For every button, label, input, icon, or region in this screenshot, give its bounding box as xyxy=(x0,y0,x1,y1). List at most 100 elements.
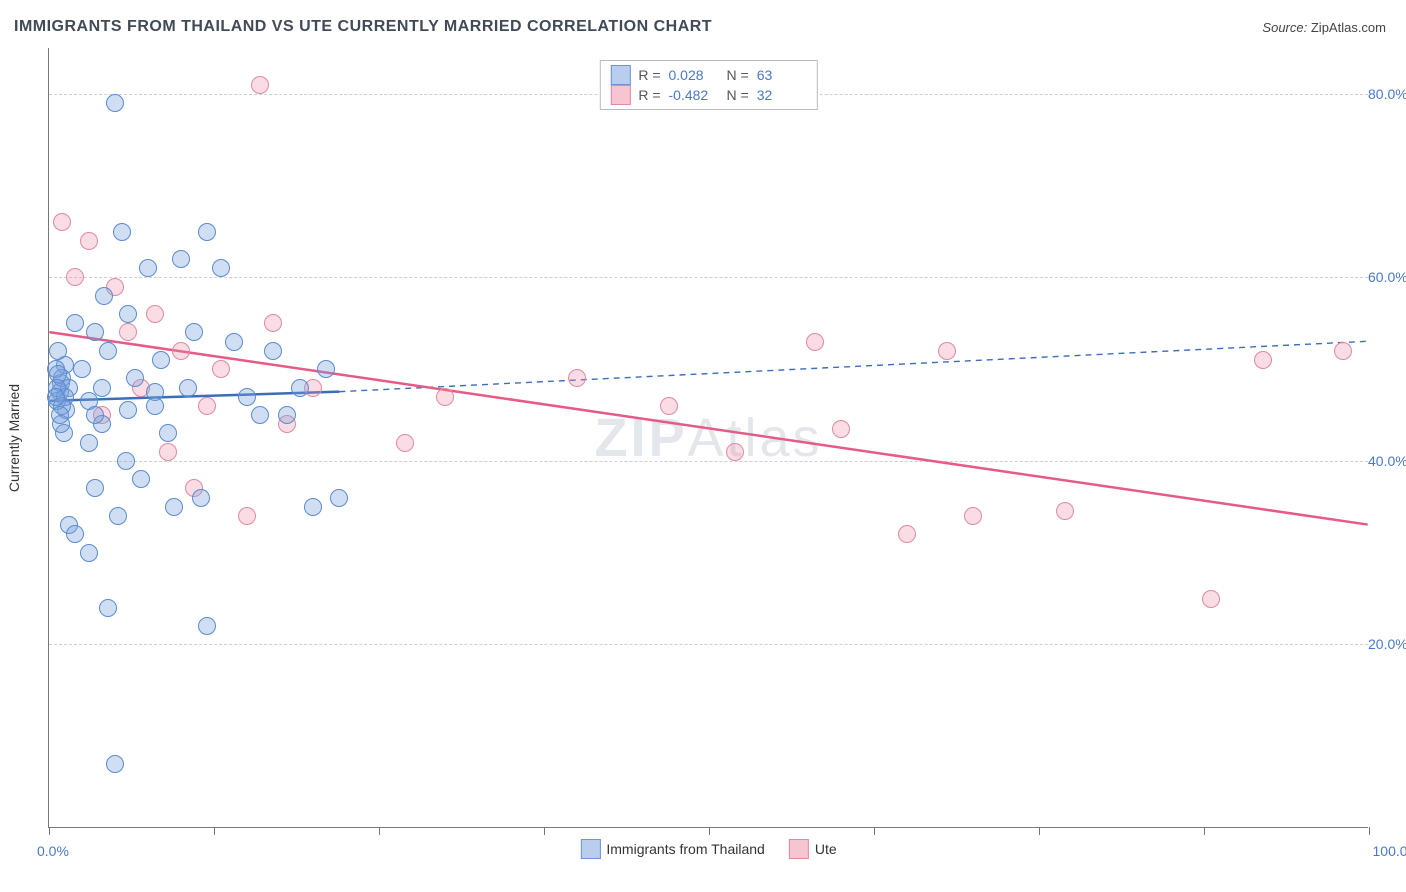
correlation-legend: R = 0.028 N = 63 R = -0.482 N = 32 xyxy=(599,60,817,110)
y-tick-label: 60.0% xyxy=(1368,269,1406,285)
data-point xyxy=(172,250,190,268)
data-point xyxy=(80,544,98,562)
data-point xyxy=(198,223,216,241)
n-label: N = xyxy=(727,87,749,103)
x-axis-min-label: 0.0% xyxy=(37,843,69,859)
series2-n-value: 32 xyxy=(757,87,807,103)
data-point xyxy=(1202,590,1220,608)
x-tick xyxy=(49,827,50,835)
legend-item: Immigrants from Thailand xyxy=(580,839,764,859)
data-point xyxy=(146,305,164,323)
data-point xyxy=(832,420,850,438)
chart-title: IMMIGRANTS FROM THAILAND VS UTE CURRENTL… xyxy=(14,18,712,36)
series1-name: Immigrants from Thailand xyxy=(606,841,764,857)
data-point xyxy=(330,489,348,507)
data-point xyxy=(278,406,296,424)
scatter-plot: Currently Married 0.0% 100.0% ZIPAtlas R… xyxy=(48,48,1368,828)
data-point xyxy=(159,443,177,461)
data-point xyxy=(152,351,170,369)
data-point xyxy=(898,525,916,543)
n-label: N = xyxy=(727,67,749,83)
watermark-suffix: Atlas xyxy=(687,408,822,468)
data-point xyxy=(568,369,586,387)
source-attribution: Source: ZipAtlas.com xyxy=(1262,20,1386,35)
data-point xyxy=(172,342,190,360)
data-point xyxy=(86,406,104,424)
data-point xyxy=(51,406,69,424)
series1-n-value: 63 xyxy=(757,67,807,83)
data-point xyxy=(198,397,216,415)
legend-item: Ute xyxy=(789,839,837,859)
data-point xyxy=(113,223,131,241)
x-tick xyxy=(1369,827,1370,835)
legend-row: R = -0.482 N = 32 xyxy=(610,85,806,105)
data-point xyxy=(264,314,282,332)
series2-swatch xyxy=(610,85,630,105)
series1-swatch xyxy=(610,65,630,85)
data-point xyxy=(304,498,322,516)
data-point xyxy=(117,452,135,470)
data-point xyxy=(109,507,127,525)
data-point xyxy=(99,342,117,360)
data-point xyxy=(1254,351,1272,369)
data-point xyxy=(198,617,216,635)
x-tick xyxy=(1204,827,1205,835)
data-point xyxy=(66,314,84,332)
data-point xyxy=(73,360,91,378)
data-point xyxy=(119,401,137,419)
gridline xyxy=(49,277,1368,278)
data-point xyxy=(99,599,117,617)
data-point xyxy=(964,507,982,525)
data-point xyxy=(47,388,65,406)
gridline xyxy=(49,461,1368,462)
x-tick xyxy=(709,827,710,835)
data-point xyxy=(225,333,243,351)
x-tick xyxy=(544,827,545,835)
data-point xyxy=(1334,342,1352,360)
data-point xyxy=(238,388,256,406)
data-point xyxy=(119,323,137,341)
series-legend: Immigrants from Thailand Ute xyxy=(580,839,836,859)
data-point xyxy=(80,232,98,250)
watermark-prefix: ZIP xyxy=(594,408,687,468)
data-point xyxy=(49,342,67,360)
data-point xyxy=(192,489,210,507)
series1-swatch xyxy=(580,839,600,859)
y-tick-label: 40.0% xyxy=(1368,453,1406,469)
data-point xyxy=(291,379,309,397)
data-point xyxy=(139,259,157,277)
data-point xyxy=(396,434,414,452)
data-point xyxy=(436,388,454,406)
legend-row: R = 0.028 N = 63 xyxy=(610,65,806,85)
data-point xyxy=(95,287,113,305)
data-point xyxy=(264,342,282,360)
data-point xyxy=(106,755,124,773)
data-point xyxy=(317,360,335,378)
data-point xyxy=(660,397,678,415)
x-tick xyxy=(379,827,380,835)
series2-r-value: -0.482 xyxy=(669,87,719,103)
y-tick-label: 80.0% xyxy=(1368,86,1406,102)
trend-lines xyxy=(49,48,1368,827)
r-label: R = xyxy=(638,87,660,103)
data-point xyxy=(238,507,256,525)
data-point xyxy=(146,397,164,415)
source-label: Source: xyxy=(1262,20,1307,35)
series2-swatch xyxy=(789,839,809,859)
y-tick-label: 20.0% xyxy=(1368,636,1406,652)
x-tick xyxy=(1039,827,1040,835)
data-point xyxy=(53,213,71,231)
data-point xyxy=(185,323,203,341)
data-point xyxy=(251,76,269,94)
gridline xyxy=(49,644,1368,645)
data-point xyxy=(106,94,124,112)
data-point xyxy=(212,360,230,378)
data-point xyxy=(93,379,111,397)
data-point xyxy=(126,369,144,387)
data-point xyxy=(119,305,137,323)
data-point xyxy=(86,479,104,497)
data-point xyxy=(132,470,150,488)
x-axis-max-label: 100.0% xyxy=(1373,843,1406,859)
data-point xyxy=(86,323,104,341)
x-tick xyxy=(214,827,215,835)
